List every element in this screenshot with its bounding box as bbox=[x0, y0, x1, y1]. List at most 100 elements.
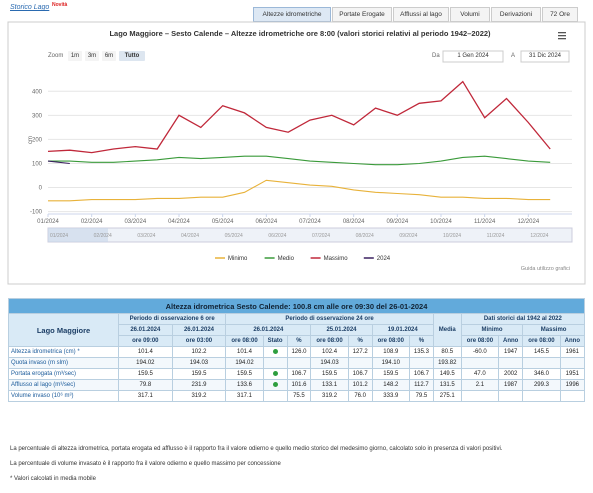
cell: 2.1 bbox=[460, 379, 500, 391]
zoom-button[interactable] bbox=[119, 51, 145, 61]
cell: 145.5 bbox=[522, 346, 561, 358]
x-tick-label: 09/2024 bbox=[386, 219, 408, 225]
row-label: Portata erogata (m³/sec) bbox=[8, 368, 119, 380]
note: La percentuale di volume invasato è il r… bbox=[10, 461, 281, 467]
navigator-label: 04/2024 bbox=[181, 233, 199, 239]
cell: 133.6 bbox=[225, 379, 264, 391]
cell: 101.2 bbox=[347, 379, 373, 391]
note: * Valori calcolati in media mobile bbox=[10, 476, 96, 482]
status-cell bbox=[262, 379, 288, 391]
navigator-label: 09/2024 bbox=[399, 233, 417, 239]
to-input[interactable] bbox=[520, 50, 570, 63]
cell bbox=[522, 390, 561, 402]
cell: -60.0 bbox=[460, 346, 500, 358]
cell: 194.02 bbox=[225, 357, 264, 369]
from-date: 1 Gen 2024 bbox=[457, 53, 489, 59]
zoom-button-label: 6m bbox=[105, 53, 113, 59]
badge: Novità bbox=[52, 2, 68, 8]
guide-link[interactable]: Guida utilizzo grafici bbox=[521, 266, 570, 272]
cell: 148.2 bbox=[371, 379, 410, 391]
cell bbox=[559, 390, 586, 402]
cell: 101.4 bbox=[225, 346, 264, 358]
cell bbox=[286, 357, 312, 369]
sub-head: Anno bbox=[559, 335, 586, 347]
row-label: Volume invaso (10⁶ m³) bbox=[8, 390, 119, 402]
cell: 194.10 bbox=[371, 357, 410, 369]
table-row: Afflusso al lago (m³/sec) 79.8 231.9 133.6 1… bbox=[8, 379, 586, 391]
cell bbox=[408, 357, 434, 369]
cell: 159.5 bbox=[371, 368, 410, 380]
cell: 149.5 bbox=[432, 368, 462, 380]
y-tick-label: 0 bbox=[39, 186, 43, 192]
x-tick-label: 11/2024 bbox=[474, 219, 496, 225]
date-head: 19.01.2024 bbox=[371, 324, 434, 336]
history-link[interactable]: Storico Lago bbox=[10, 4, 50, 11]
cell: 112.7 bbox=[408, 379, 434, 391]
cell: 80.5 bbox=[432, 346, 462, 358]
cell: 159.5 bbox=[225, 368, 264, 380]
date-head: 26.01.2024 bbox=[171, 324, 227, 336]
navigator-label: 02/2024 bbox=[94, 233, 112, 239]
status-dot bbox=[272, 381, 278, 387]
cell: 108.9 bbox=[371, 346, 410, 358]
x-tick-label: 01/2024 bbox=[37, 219, 59, 225]
note: La percentuale di altezza idrometrica, p… bbox=[10, 446, 503, 452]
y-tick-label: 400 bbox=[32, 89, 43, 95]
sub-head: ore 09:00 bbox=[118, 335, 173, 347]
cell bbox=[559, 357, 586, 369]
cell: 106.7 bbox=[408, 368, 434, 380]
series-line bbox=[47, 80, 551, 154]
cell: 159.5 bbox=[171, 368, 227, 380]
cell: 106.7 bbox=[347, 368, 373, 380]
x-tick-label: 12/2024 bbox=[517, 219, 539, 225]
menu-icon[interactable] bbox=[558, 32, 566, 40]
sub-head: ore 08:00 bbox=[371, 335, 410, 347]
sub-head: % bbox=[347, 335, 373, 347]
status-dot bbox=[272, 348, 278, 354]
to-label: A bbox=[511, 53, 515, 59]
cell bbox=[460, 390, 500, 402]
navigator-label: 07/2024 bbox=[312, 233, 330, 239]
group-head: Periodo di osservazione 6 ore bbox=[117, 313, 227, 325]
legend-label: Minimo bbox=[228, 256, 248, 262]
from-input[interactable] bbox=[442, 50, 504, 63]
navigator-label: 01/2024 bbox=[50, 233, 68, 239]
table-title: Altezza idrometrica Sesto Calende: 100.8… bbox=[8, 298, 585, 314]
row-label: Afflusso al lago (m³/sec) bbox=[8, 379, 119, 391]
zoom-button[interactable] bbox=[68, 51, 82, 61]
y-tick-label: -100 bbox=[30, 210, 43, 216]
chart: Lago Maggiore – Sesto Calende – Altezze … bbox=[7, 21, 586, 285]
cell: 1961 bbox=[559, 346, 586, 358]
stat-head: Minimo bbox=[460, 324, 524, 336]
cell: 194.02 bbox=[118, 357, 173, 369]
data-table: Altezza idrometrica Sesto Calende: 100.8… bbox=[8, 298, 586, 402]
stat-head: Massimo bbox=[522, 324, 585, 336]
sub-head: % bbox=[286, 335, 312, 347]
zoom-button-label: Tutto bbox=[125, 53, 140, 59]
zoom-button[interactable] bbox=[85, 51, 99, 61]
series-line bbox=[48, 179, 551, 202]
zoom-button-label: 3m bbox=[88, 53, 96, 59]
table-row: Portata erogata (m³/sec) 159.5 159.5 159.5 1… bbox=[8, 368, 586, 380]
table-row: Quota invaso (m slm) 194.02 194.03 194.02 19… bbox=[8, 357, 586, 369]
sub-head: ore 08:00 bbox=[225, 335, 264, 347]
cell: 1947 bbox=[498, 346, 524, 358]
x-tick-label: 02/2024 bbox=[81, 219, 103, 225]
status-dot bbox=[272, 370, 278, 376]
x-tick-label: 04/2024 bbox=[168, 219, 190, 225]
date-head: 25.01.2024 bbox=[310, 324, 373, 336]
navigator-label: 05/2024 bbox=[225, 233, 243, 239]
cell: 101.6 bbox=[286, 379, 312, 391]
to-date: 31 Dic 2024 bbox=[529, 53, 562, 59]
zoom-button[interactable] bbox=[102, 51, 116, 61]
y-tick-label: 300 bbox=[32, 113, 43, 119]
cell: 319.2 bbox=[171, 390, 227, 402]
cell: 1987 bbox=[498, 379, 524, 391]
cell: 275.1 bbox=[432, 390, 462, 402]
navigator-label: 06/2024 bbox=[268, 233, 286, 239]
sub-head: ore 08:00 bbox=[522, 335, 561, 347]
table-row: Altezza idrometrica (cm) * 101.4 102.2 101.… bbox=[8, 346, 586, 358]
status-cell bbox=[262, 368, 288, 380]
sub-head: ore 08:00 bbox=[460, 335, 500, 347]
navigator-window[interactable] bbox=[48, 228, 108, 242]
